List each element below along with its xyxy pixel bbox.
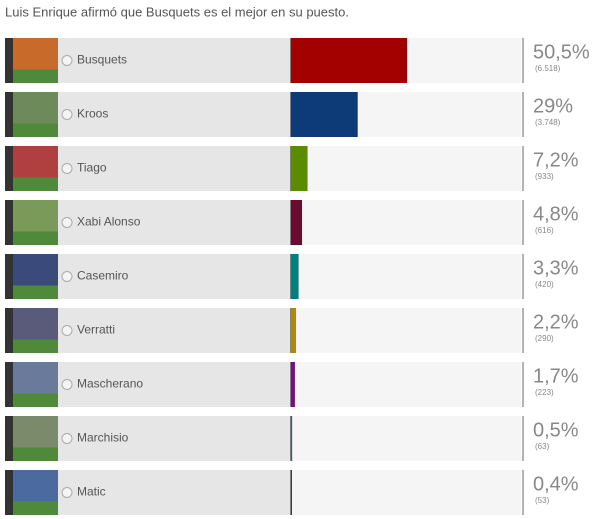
thumbnail-pitch [13, 69, 58, 83]
thumbnail-pitch [13, 231, 58, 245]
vote-count: (3.748) [535, 118, 561, 127]
percent-label: 0,5% [533, 419, 579, 441]
radio-button[interactable] [61, 271, 73, 282]
percent-label: 29% [533, 95, 573, 117]
radio-button[interactable] [61, 487, 73, 498]
row-strip [5, 38, 13, 83]
row-strip [5, 200, 13, 245]
percent-label: 2,2% [533, 311, 579, 333]
percent-label: 0,4% [533, 473, 579, 495]
bar [291, 416, 293, 461]
row-strip [5, 362, 13, 407]
radio-button[interactable] [61, 109, 73, 120]
bar [291, 200, 303, 245]
vote-count: (420) [535, 280, 554, 289]
bar-track [291, 362, 521, 407]
vote-count: (6.518) [535, 64, 561, 73]
bar [291, 470, 292, 515]
option-label: Marchisio [77, 431, 129, 445]
percent-label: 50,5% [533, 41, 590, 63]
row-strip [5, 308, 13, 353]
thumbnail-pitch [13, 447, 58, 461]
radio-button[interactable] [61, 325, 73, 336]
option-label: Matic [77, 485, 106, 499]
thumbnail-pitch [13, 393, 58, 407]
radio-button[interactable] [61, 379, 73, 390]
row-strip [5, 254, 13, 299]
bar-track [291, 308, 521, 353]
bar [291, 308, 297, 353]
bar-track [291, 146, 521, 191]
poll-title: Luis Enrique afirmó que Busquets es el m… [5, 4, 349, 19]
option-label: Tiago [77, 161, 107, 175]
vote-count: (53) [535, 496, 550, 505]
vote-count: (223) [535, 388, 554, 397]
row-strip [5, 416, 13, 461]
thumbnail-pitch [13, 177, 58, 191]
bar-track [291, 416, 521, 461]
percent-label: 1,7% [533, 365, 579, 387]
bar-track [291, 200, 521, 245]
bar [291, 254, 299, 299]
percent-label: 4,8% [533, 203, 579, 225]
thumbnail-pitch [13, 339, 58, 353]
vote-count: (616) [535, 226, 554, 235]
radio-button[interactable] [61, 163, 73, 174]
option-label: Mascherano [77, 377, 143, 391]
bar [291, 146, 308, 191]
radio-button[interactable] [61, 217, 73, 228]
option-label: Casemiro [77, 269, 129, 283]
vote-count: (63) [535, 442, 550, 451]
bar-track [291, 254, 521, 299]
option-label: Xabi Alonso [77, 215, 141, 229]
bar [291, 362, 295, 407]
radio-button[interactable] [61, 433, 73, 444]
vote-count: (933) [535, 172, 554, 181]
option-label: Kroos [77, 107, 108, 121]
bar [291, 38, 408, 83]
percent-label: 7,2% [533, 149, 579, 171]
row-strip [5, 92, 13, 137]
thumbnail-pitch [13, 501, 58, 515]
option-label: Busquets [77, 53, 127, 67]
option-label: Verratti [77, 323, 115, 337]
radio-button[interactable] [61, 55, 73, 66]
row-strip [5, 146, 13, 191]
vote-count: (290) [535, 334, 554, 343]
bar-track [291, 470, 521, 515]
row-strip [5, 470, 13, 515]
thumbnail-pitch [13, 123, 58, 137]
bar [291, 92, 358, 137]
percent-label: 3,3% [533, 257, 579, 279]
thumbnail-pitch [13, 285, 58, 299]
